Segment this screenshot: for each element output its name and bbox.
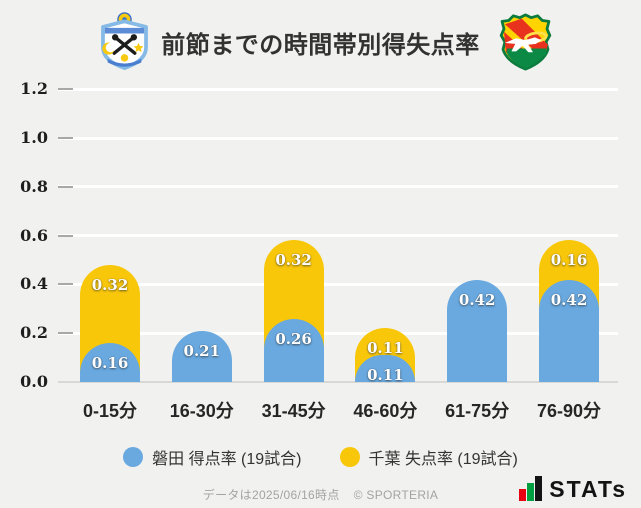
x-axis-baseline — [58, 381, 618, 383]
bar-value-label: 0.42 — [550, 290, 588, 309]
bar-value-label: 0.26 — [275, 329, 312, 348]
data-as-of-text: データは2025/06/16時点 — [202, 488, 340, 502]
stats-brand-text: STATs — [549, 476, 627, 502]
legend-label: 千葉 失点率 (19試合) — [368, 451, 518, 468]
y-tick-label: 0.2 — [20, 323, 48, 343]
legend-color-swatch — [339, 447, 360, 467]
bar-value-label: 0.16 — [91, 353, 129, 372]
gridline — [58, 87, 618, 91]
y-tick-label: 0.6 — [20, 225, 48, 245]
y-tick-mark — [58, 185, 73, 188]
y-tick-label: 0.4 — [20, 274, 48, 294]
x-axis-category-label: 61-75分 — [445, 401, 510, 421]
y-tick-mark — [58, 137, 73, 139]
bar-iwata-scored-segment: 0.21 — [171, 330, 232, 382]
y-tick-mark — [58, 283, 73, 286]
bar-value-label: 0.11 — [367, 366, 404, 385]
copyright-text: © SPORTERIA — [353, 488, 439, 502]
legend: 磐田 得点率 (19試合) 千葉 失点率 (19試合) — [0, 445, 641, 469]
legend-item: 磐田 得点率 (19試合) — [123, 445, 302, 469]
footer-note: データは2025/06/16時点 © SPORTERIA — [0, 486, 641, 503]
y-tick-mark — [58, 88, 73, 91]
legend-color-swatch — [123, 447, 144, 467]
bar-value-label: 0.16 — [550, 251, 588, 270]
gridline — [58, 282, 618, 286]
bar-value-label: 0.32 — [275, 251, 312, 270]
chart-title: 前節までの時間帯別得失点率 — [161, 32, 480, 59]
gridline — [58, 185, 618, 189]
bar-iwata-scored-segment: 0.42 — [447, 279, 508, 382]
y-tick-mark — [58, 234, 73, 237]
bar-value-label: 0.21 — [183, 341, 221, 360]
bar-value-label: 0.32 — [91, 275, 129, 294]
gridline — [58, 234, 618, 238]
jubilo-iwata-logo — [101, 12, 148, 70]
bar-iwata-scored-segment: 0.42 — [539, 279, 599, 382]
stats-brand-logo: STATs — [519, 476, 627, 501]
bar-value-label: 0.42 — [458, 290, 496, 309]
x-axis-category-label: 46-60分 — [353, 401, 418, 421]
x-axis-category-label: 16-30分 — [169, 401, 234, 421]
bar-value-label: 0.11 — [367, 339, 404, 358]
y-tick-label: 1.0 — [20, 128, 48, 147]
y-tick-label: 0.0 — [20, 372, 48, 391]
bar-iwata-scored-segment: 0.26 — [263, 318, 324, 382]
y-tick-label: 0.8 — [20, 176, 48, 196]
x-axis-category-label: 31-45分 — [261, 401, 326, 421]
legend-item: 千葉 失点率 (19試合) — [339, 445, 518, 469]
x-axis-category-label: 0-15分 — [82, 401, 138, 421]
bar-chart-icon — [519, 476, 543, 501]
jef-united-chiba-logo — [499, 13, 552, 71]
y-tick-mark — [58, 332, 73, 335]
y-tick-label: 1.2 — [20, 79, 48, 99]
x-axis-category-label: 76-90分 — [536, 401, 602, 421]
gridline — [58, 136, 618, 140]
legend-label: 磐田 得点率 (19試合) — [152, 451, 302, 468]
gridline — [58, 331, 618, 335]
